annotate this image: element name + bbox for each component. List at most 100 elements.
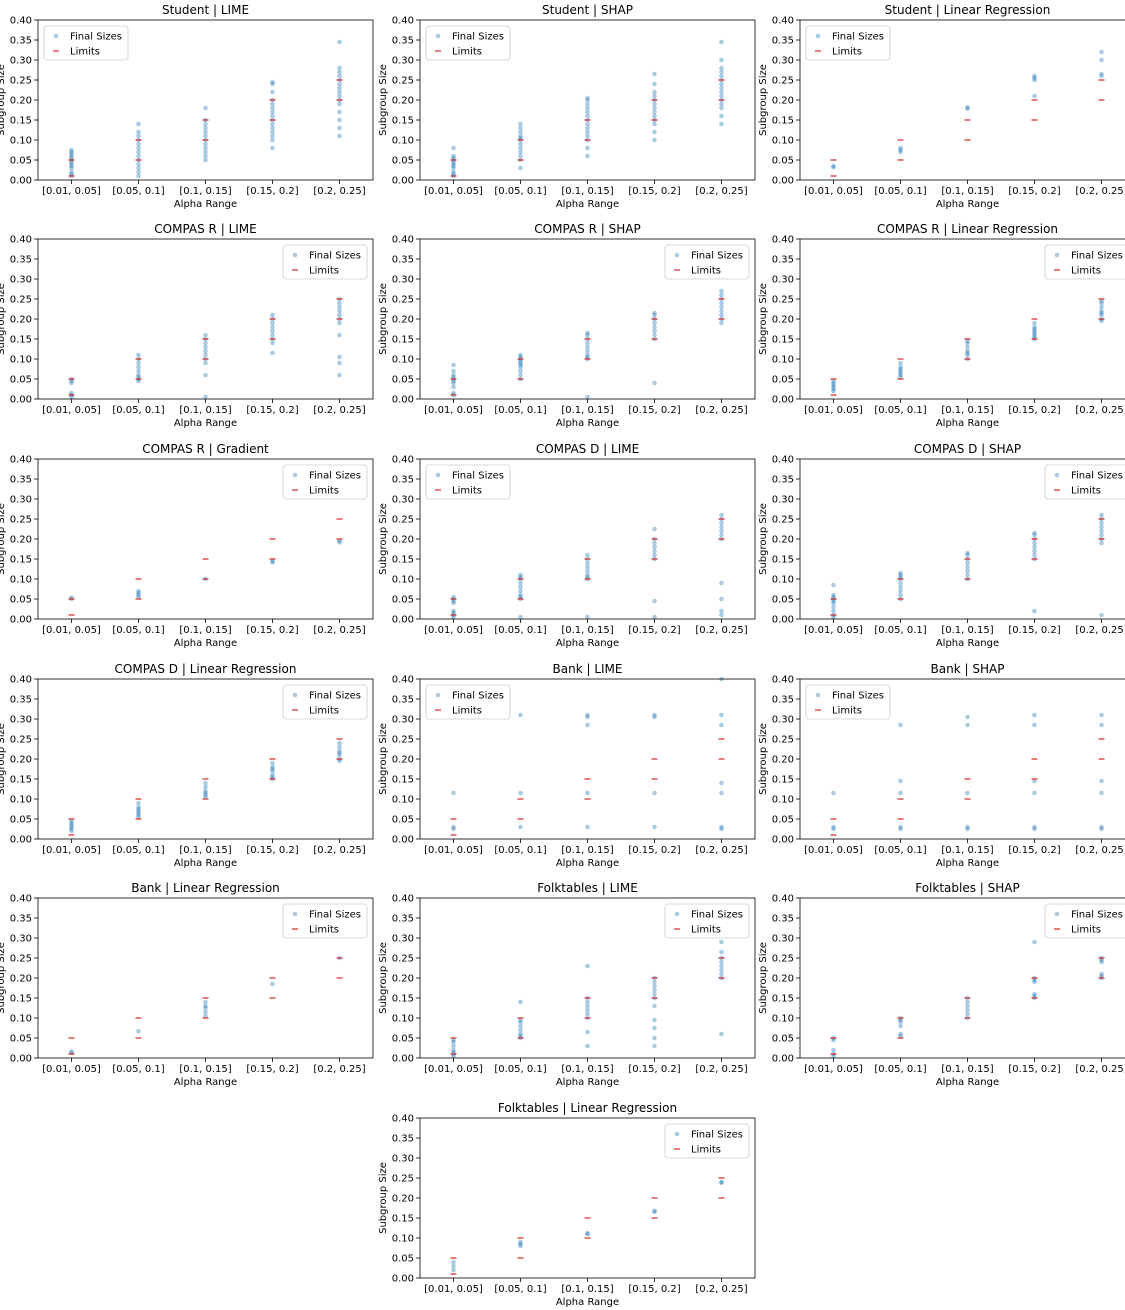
y-tick-label: 0.00 [10, 176, 32, 187]
final-size-point [451, 171, 456, 177]
final-size-point [1099, 524, 1104, 530]
legend-box [282, 464, 368, 500]
final-size-point [831, 790, 836, 796]
final-size-point [831, 600, 836, 606]
final-size-point [898, 374, 903, 380]
final-size-point [518, 999, 523, 1005]
final-size-point [203, 340, 208, 346]
final-size-point [898, 366, 903, 372]
y-tick-label: 0.30 [772, 495, 794, 506]
plot-frame [419, 1117, 756, 1279]
final-size-point [270, 145, 275, 151]
legend-limits-label: Limits [309, 706, 339, 717]
final-size-point [585, 614, 590, 620]
final-size-point [898, 1019, 903, 1025]
legend-final-sizes-marker [292, 911, 298, 917]
x-axis-label: Alpha Range [556, 418, 619, 429]
subplot-5: COMPAS R | Linear Regression 0.00 0.05 0.10… [758, 222, 1125, 429]
final-size-point [1032, 722, 1037, 728]
x-tick-label: [0.1, 0.15] [941, 1064, 993, 1075]
y-tick-label: 0.20 [10, 535, 32, 546]
y-tick-label: 0.05 [392, 1254, 414, 1265]
final-size-point [451, 790, 456, 796]
subplot-title: COMPAS D | SHAP [914, 442, 1021, 456]
final-size-point [719, 967, 724, 973]
plot-frame [419, 458, 756, 620]
x-axis-label: Alpha Range [556, 858, 619, 869]
y-tick-label: 0.00 [772, 835, 794, 846]
y-tick-label: 0.35 [392, 255, 414, 266]
y-tick-label: 0.15 [392, 775, 414, 786]
final-size-point [898, 588, 903, 594]
y-tick-label: 0.35 [10, 695, 32, 706]
y-tick-label: 0.25 [10, 295, 32, 306]
final-size-point [1099, 826, 1104, 832]
y-tick-label: 0.20 [10, 315, 32, 326]
x-tick-label: [0.1, 0.15] [561, 845, 613, 856]
final-size-point [965, 560, 970, 566]
final-size-point [518, 574, 523, 580]
final-size-point [451, 163, 456, 169]
final-size-point [719, 81, 724, 87]
legend-box [425, 25, 511, 61]
final-size-point [585, 344, 590, 350]
final-size-point [652, 121, 657, 127]
x-tick-label: [0.1, 0.15] [941, 405, 993, 416]
x-tick-label: [0.2, 0.25] [1075, 1064, 1125, 1075]
final-size-point [1099, 612, 1104, 618]
final-size-point [652, 712, 657, 718]
x-tick-label: [0.2, 0.25] [313, 1064, 365, 1075]
x-tick-label: [0.2, 0.25] [313, 845, 365, 856]
y-tick-label: 0.05 [10, 815, 32, 826]
final-size-point [270, 340, 275, 346]
legend-box [805, 684, 891, 720]
y-tick-label: 0.10 [392, 136, 414, 147]
final-size-point [831, 386, 836, 392]
final-size-point [337, 89, 342, 95]
y-tick-label: 0.35 [392, 36, 414, 47]
final-size-point [831, 608, 836, 614]
legend-final-sizes-label: Final Sizes [1071, 910, 1123, 921]
final-size-point [337, 109, 342, 115]
final-size-point [652, 1017, 657, 1023]
x-axis-label: Alpha Range [936, 858, 999, 869]
y-tick-label: 0.20 [10, 755, 32, 766]
final-size-point [719, 93, 724, 99]
subplot-title: Student | Linear Regression [885, 3, 1051, 17]
final-size-point [965, 790, 970, 796]
final-size-point [337, 73, 342, 79]
x-axis-label: Alpha Range [556, 199, 619, 210]
final-size-point [518, 1241, 523, 1247]
plot-frame [37, 678, 374, 840]
final-size-point [451, 1043, 456, 1049]
y-tick-label: 0.40 [392, 235, 414, 246]
final-size-point [451, 380, 456, 386]
final-size-point [337, 372, 342, 378]
y-tick-label: 0.35 [772, 695, 794, 706]
legend-limits-label: Limits [70, 47, 100, 58]
final-size-point [652, 1003, 657, 1009]
final-size-point [451, 1037, 456, 1043]
final-size-point [965, 714, 970, 720]
y-tick-label: 0.00 [10, 1054, 32, 1065]
final-size-point [451, 145, 456, 151]
final-size-point [69, 380, 74, 386]
final-size-point [652, 137, 657, 143]
final-size-point [136, 149, 141, 155]
final-size-point [136, 814, 141, 820]
y-tick-label: 0.10 [772, 575, 794, 586]
y-tick-label: 0.05 [772, 375, 794, 386]
final-size-point [270, 113, 275, 119]
y-axis-label: Subgroup Size [758, 283, 769, 355]
y-axis-label: Subgroup Size [0, 64, 7, 136]
final-size-point [136, 352, 141, 358]
y-tick-label: 0.20 [10, 96, 32, 107]
final-size-point [965, 824, 970, 830]
y-tick-label: 0.40 [772, 894, 794, 905]
legend-final-sizes-marker [674, 1131, 680, 1137]
final-size-point [203, 792, 208, 798]
final-size-point [1032, 93, 1037, 99]
final-size-point [1032, 330, 1037, 336]
y-tick-label: 0.35 [772, 914, 794, 925]
final-size-point [585, 97, 590, 103]
